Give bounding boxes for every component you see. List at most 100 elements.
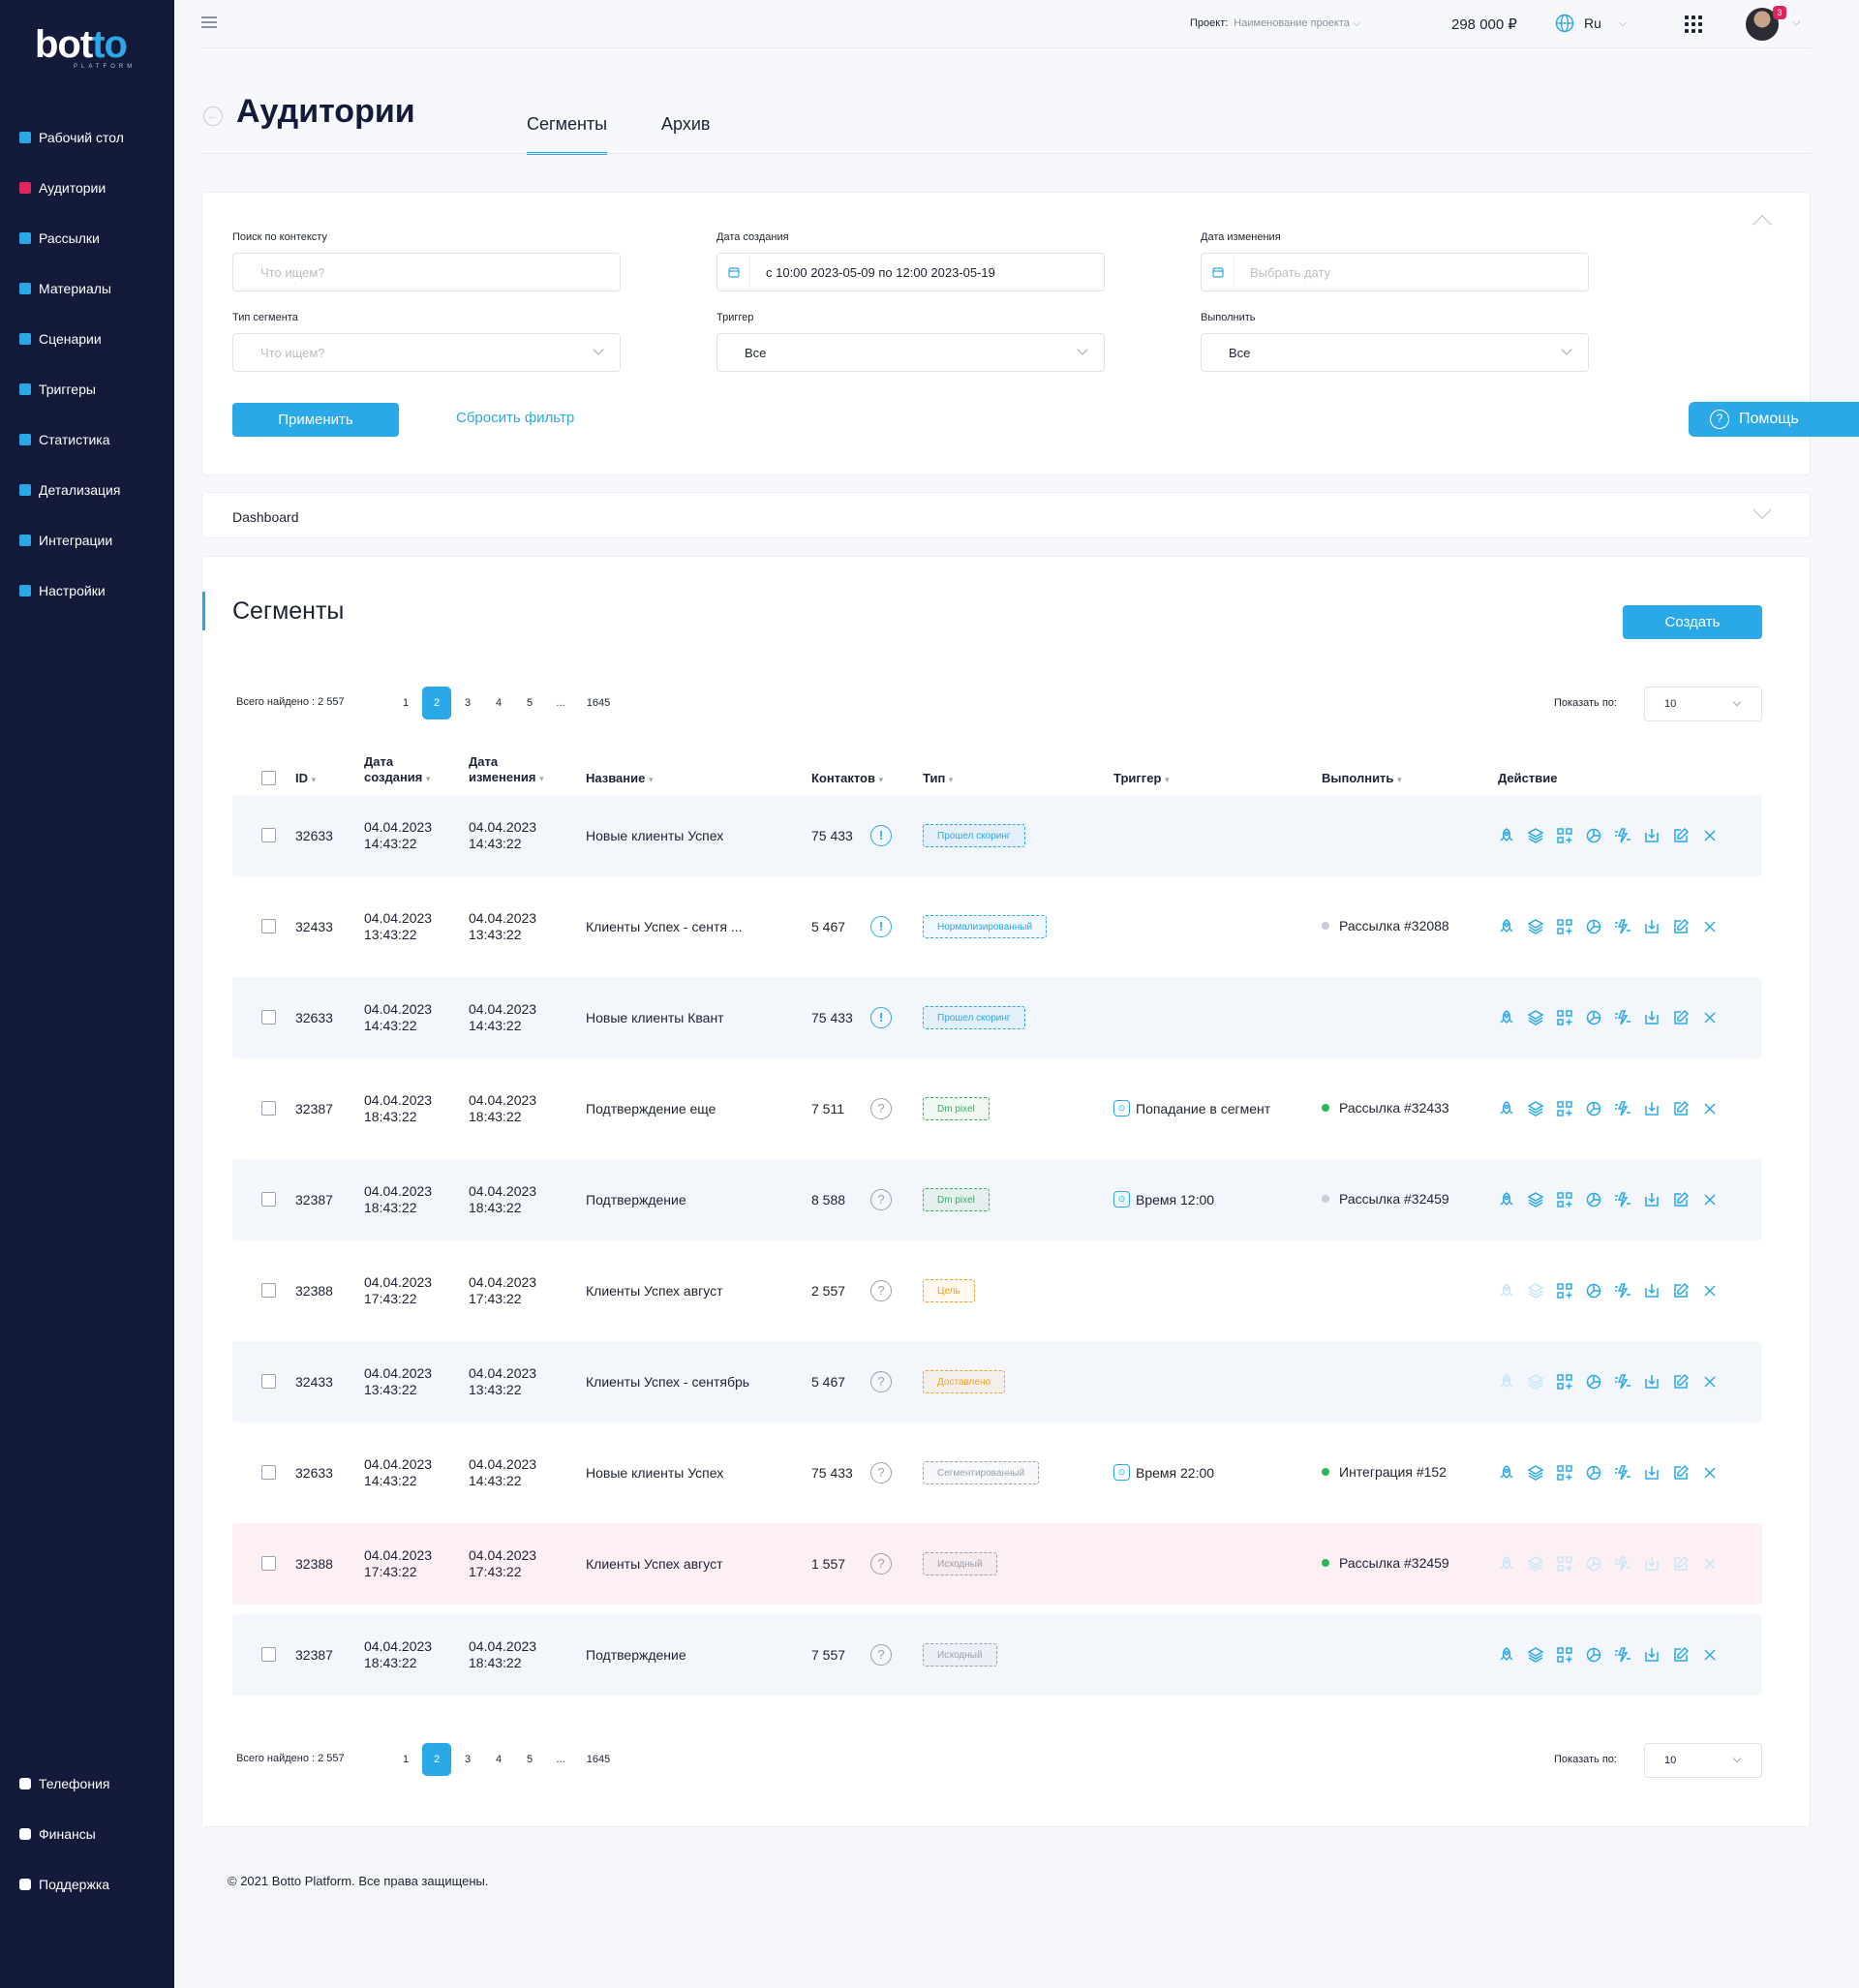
table-row[interactable]: 32387 04.04.2023 18:43:22 04.04.2023 18:43:2… bbox=[232, 1068, 1762, 1149]
column-id[interactable]: ID ▾ bbox=[295, 771, 317, 785]
sidebar-item-7[interactable]: Детализация bbox=[19, 478, 120, 502]
pie-chart-icon[interactable] bbox=[1584, 1645, 1602, 1664]
column-name[interactable]: Название ▾ bbox=[586, 771, 654, 785]
sidebar-bottom-item-1[interactable]: Финансы bbox=[19, 1822, 96, 1846]
edit-icon[interactable] bbox=[1671, 1554, 1690, 1573]
close-icon[interactable] bbox=[1700, 1372, 1719, 1391]
download-icon[interactable] bbox=[1642, 1554, 1661, 1573]
edit-icon[interactable] bbox=[1671, 1281, 1690, 1300]
pie-chart-icon[interactable] bbox=[1584, 1281, 1602, 1300]
row-name[interactable]: Клиенты Успех август bbox=[586, 1283, 723, 1299]
sidebar-bottom-item-0[interactable]: Телефония bbox=[19, 1772, 109, 1795]
row-checkbox[interactable] bbox=[261, 1647, 276, 1662]
add-widget-icon[interactable] bbox=[1555, 826, 1573, 844]
rocket-icon[interactable] bbox=[1497, 1645, 1515, 1664]
page-button[interactable]: 2 bbox=[422, 1743, 451, 1776]
create-button[interactable]: Создать bbox=[1623, 605, 1762, 639]
tab-segments[interactable]: Сегменты bbox=[527, 114, 608, 155]
hamburger-menu-icon[interactable] bbox=[201, 16, 217, 28]
row-name[interactable]: Новые клиенты Успех bbox=[586, 1465, 724, 1481]
question-icon[interactable]: ? bbox=[870, 1280, 892, 1301]
sidebar-item-0[interactable]: Рабочий стол bbox=[19, 126, 124, 149]
layers-icon[interactable] bbox=[1526, 826, 1544, 844]
show-per-page-select[interactable]: 10 bbox=[1644, 1743, 1762, 1778]
page-button[interactable]: 1645 bbox=[586, 697, 611, 709]
layers-icon[interactable] bbox=[1526, 1554, 1544, 1573]
reset-filter-link[interactable]: Сбросить фильтр bbox=[456, 410, 575, 426]
column-created[interactable]: Дата создания ▾ bbox=[364, 754, 431, 784]
download-icon[interactable] bbox=[1642, 917, 1661, 935]
tab-archive[interactable]: Архив bbox=[661, 114, 711, 134]
pie-chart-icon[interactable] bbox=[1584, 1463, 1602, 1482]
pie-chart-icon[interactable] bbox=[1584, 1190, 1602, 1208]
row-checkbox[interactable] bbox=[261, 1010, 276, 1025]
close-icon[interactable] bbox=[1700, 1099, 1719, 1117]
sidebar-item-4[interactable]: Сценарии bbox=[19, 327, 102, 351]
exec-select[interactable]: Все bbox=[1201, 333, 1589, 372]
table-row[interactable]: 32388 04.04.2023 17:43:22 04.04.2023 17:43:2… bbox=[232, 1523, 1762, 1605]
rocket-icon[interactable] bbox=[1497, 1463, 1515, 1482]
row-name[interactable]: Подтверждение bbox=[586, 1647, 686, 1663]
edit-icon[interactable] bbox=[1671, 1372, 1690, 1391]
download-icon[interactable] bbox=[1642, 1190, 1661, 1208]
segment-type-select[interactable]: Что ищем? bbox=[232, 333, 621, 372]
select-all-checkbox[interactable] bbox=[261, 771, 276, 785]
table-row[interactable]: 32388 04.04.2023 17:43:22 04.04.2023 17:43:2… bbox=[232, 1250, 1762, 1331]
row-name[interactable]: Подтверждение еще bbox=[586, 1101, 716, 1116]
close-icon[interactable] bbox=[1700, 1190, 1719, 1208]
page-button[interactable]: 4 bbox=[495, 697, 503, 709]
question-icon[interactable]: ? bbox=[870, 1371, 892, 1392]
download-icon[interactable] bbox=[1642, 1281, 1661, 1300]
warning-icon[interactable]: ! bbox=[870, 825, 892, 846]
lightning-list-icon[interactable] bbox=[1613, 1008, 1631, 1026]
column-trigger[interactable]: Триггер ▾ bbox=[1113, 771, 1170, 785]
lightning-list-icon[interactable] bbox=[1613, 1190, 1631, 1208]
page-button[interactable]: ... bbox=[556, 697, 565, 709]
add-widget-icon[interactable] bbox=[1555, 1463, 1573, 1482]
help-button[interactable]: ? Помощь bbox=[1689, 402, 1859, 437]
project-selector[interactable]: Проект: Наименование проекта ⌵ bbox=[1190, 17, 1360, 30]
rocket-icon[interactable] bbox=[1497, 1281, 1515, 1300]
lightning-list-icon[interactable] bbox=[1613, 917, 1631, 935]
warning-icon[interactable]: ! bbox=[870, 916, 892, 937]
rocket-icon[interactable] bbox=[1497, 1099, 1515, 1117]
close-icon[interactable] bbox=[1700, 917, 1719, 935]
table-row[interactable]: 32387 04.04.2023 18:43:22 04.04.2023 18:43:2… bbox=[232, 1614, 1762, 1696]
apply-button[interactable]: Применить bbox=[232, 403, 399, 437]
search-input[interactable]: Что ищем? bbox=[232, 253, 621, 291]
layers-icon[interactable] bbox=[1526, 1099, 1544, 1117]
row-exec[interactable]: Рассылка #32459 bbox=[1322, 1555, 1449, 1571]
page-button[interactable]: 5 bbox=[526, 697, 533, 709]
edit-icon[interactable] bbox=[1671, 1008, 1690, 1026]
sidebar-item-5[interactable]: Триггеры bbox=[19, 378, 96, 401]
sidebar-item-9[interactable]: Настройки bbox=[19, 579, 106, 602]
pie-chart-icon[interactable] bbox=[1584, 917, 1602, 935]
edit-icon[interactable] bbox=[1671, 826, 1690, 844]
row-checkbox[interactable] bbox=[261, 1465, 276, 1480]
trigger-select[interactable]: Все bbox=[716, 333, 1105, 372]
page-button[interactable]: 4 bbox=[495, 1754, 503, 1765]
table-row[interactable]: 32633 04.04.2023 14:43:22 04.04.2023 14:43:2… bbox=[232, 795, 1762, 876]
row-name[interactable]: Подтверждение bbox=[586, 1192, 686, 1208]
language-selector[interactable]: Ru ⌵ bbox=[1555, 14, 1627, 33]
question-icon[interactable]: ? bbox=[870, 1189, 892, 1210]
download-icon[interactable] bbox=[1642, 1372, 1661, 1391]
row-checkbox[interactable] bbox=[261, 828, 276, 842]
row-exec[interactable]: Рассылка #32433 bbox=[1322, 1100, 1449, 1116]
table-row[interactable]: 32633 04.04.2023 14:43:22 04.04.2023 14:43:2… bbox=[232, 1432, 1762, 1514]
column-contacts[interactable]: Контактов ▾ bbox=[811, 771, 884, 785]
rocket-icon[interactable] bbox=[1497, 1008, 1515, 1026]
rocket-icon[interactable] bbox=[1497, 1190, 1515, 1208]
close-icon[interactable] bbox=[1700, 1281, 1719, 1300]
add-widget-icon[interactable] bbox=[1555, 1190, 1573, 1208]
row-name[interactable]: Клиенты Успех - сентябрь bbox=[586, 1374, 750, 1390]
edit-icon[interactable] bbox=[1671, 917, 1690, 935]
table-row[interactable]: 32433 04.04.2023 13:43:22 04.04.2023 13:43:2… bbox=[232, 1341, 1762, 1422]
page-button[interactable]: 5 bbox=[526, 1754, 533, 1765]
edit-icon[interactable] bbox=[1671, 1099, 1690, 1117]
pie-chart-icon[interactable] bbox=[1584, 1099, 1602, 1117]
add-widget-icon[interactable] bbox=[1555, 1008, 1573, 1026]
close-icon[interactable] bbox=[1700, 1554, 1719, 1573]
download-icon[interactable] bbox=[1642, 1099, 1661, 1117]
question-icon[interactable]: ? bbox=[870, 1644, 892, 1666]
